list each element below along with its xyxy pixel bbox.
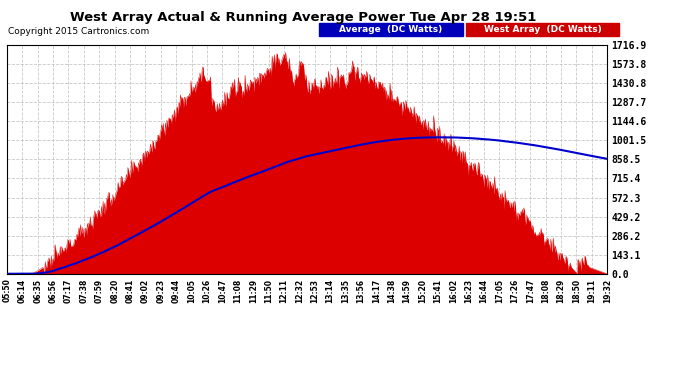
FancyBboxPatch shape — [466, 24, 619, 36]
FancyBboxPatch shape — [319, 24, 463, 36]
Text: West Array  (DC Watts): West Array (DC Watts) — [484, 26, 602, 34]
Text: West Array Actual & Running Average Power Tue Apr 28 19:51: West Array Actual & Running Average Powe… — [70, 11, 537, 24]
Text: Copyright 2015 Cartronics.com: Copyright 2015 Cartronics.com — [8, 27, 149, 36]
Text: Average  (DC Watts): Average (DC Watts) — [339, 26, 443, 34]
